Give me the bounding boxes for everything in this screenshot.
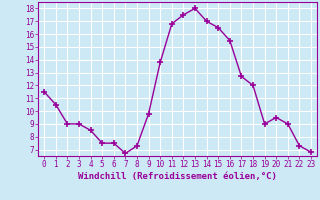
X-axis label: Windchill (Refroidissement éolien,°C): Windchill (Refroidissement éolien,°C) (78, 172, 277, 181)
